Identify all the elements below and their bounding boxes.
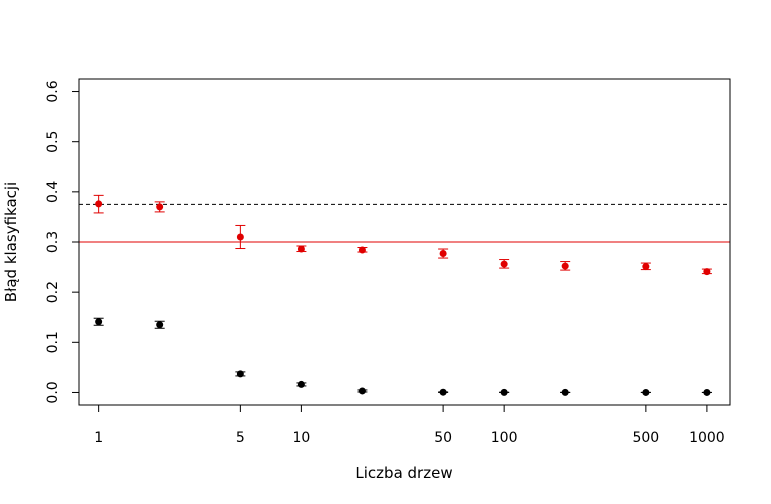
y-tick-label: 0.4 (45, 181, 61, 203)
x-tick-label: 1000 (689, 430, 725, 446)
data-point (439, 388, 447, 396)
data-point (561, 388, 569, 396)
data-point (642, 388, 650, 396)
data-marks (93, 194, 712, 396)
data-point (358, 246, 366, 254)
y-tick-label: 0.3 (45, 231, 61, 253)
data-point (95, 200, 103, 208)
x-tick-label: 500 (632, 430, 659, 446)
data-point (703, 388, 711, 396)
data-point (561, 262, 569, 270)
data-point (236, 233, 244, 241)
y-tick-label: 0.5 (45, 131, 61, 153)
data-point (156, 203, 164, 211)
y-tick-label: 0.6 (45, 80, 61, 102)
data-point (500, 260, 508, 268)
data-point (236, 370, 244, 378)
y-tick-label: 0.0 (45, 381, 61, 403)
y-tick-label: 0.2 (45, 281, 61, 303)
x-tick-label: 1 (94, 430, 103, 446)
x-tick-label: 5 (236, 430, 245, 446)
series-0 (93, 194, 712, 276)
series-1 (93, 317, 712, 396)
x-tick-label: 100 (491, 430, 518, 446)
data-point (156, 321, 164, 329)
y-axis-label: Błąd klasyfikacji (2, 182, 20, 302)
y-axis: 0.0 0.1 0.2 0.3 0.4 0.5 0.6 (45, 80, 80, 404)
data-point (439, 250, 447, 258)
x-tick-label: 50 (434, 430, 452, 446)
x-axis: 1 5 10 50 100 500 1000 (94, 404, 725, 446)
data-point (703, 268, 711, 276)
data-point (500, 388, 508, 396)
reference-lines (79, 203, 730, 243)
y-tick-label: 0.1 (45, 331, 61, 353)
x-tick-label: 10 (292, 430, 310, 446)
data-point (642, 263, 650, 271)
data-point (297, 245, 305, 253)
x-axis-label: Liczba drzew (355, 464, 452, 482)
data-point (297, 380, 305, 388)
data-point (95, 318, 103, 326)
data-point (358, 387, 366, 395)
